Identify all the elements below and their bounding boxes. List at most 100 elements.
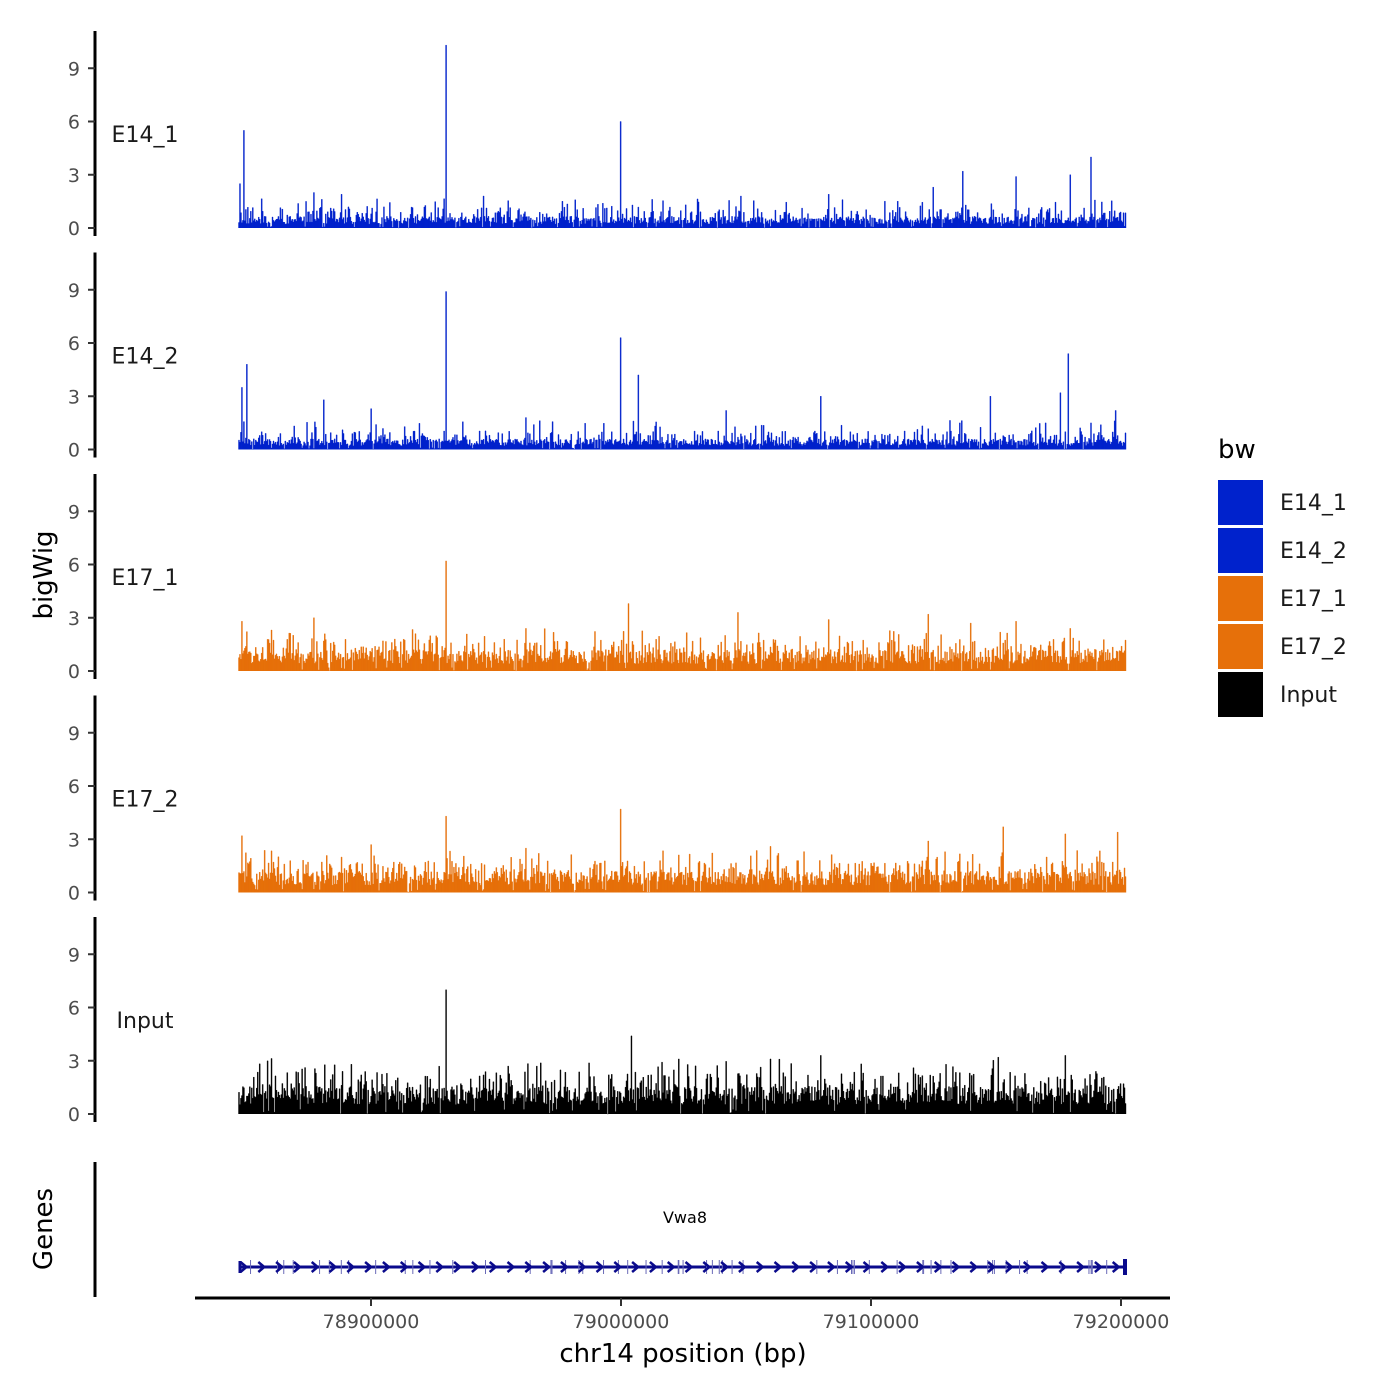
gene-end (1123, 1259, 1127, 1275)
y-tick-label: 0 (68, 1104, 80, 1126)
gene-strand-arrow (577, 1261, 587, 1273)
gene-strand-arrow (738, 1261, 747, 1273)
y-tick-label: 6 (68, 333, 80, 355)
gene-strand-arrow (524, 1261, 534, 1273)
signal-area (238, 989, 1127, 1115)
y-tick-label: 3 (68, 165, 80, 187)
gene-strand-arrow (382, 1261, 391, 1273)
track-e14-1: 0 3 6 9 E14_1 (68, 31, 1127, 240)
gene-strand-arrow (862, 1261, 872, 1273)
gene-strand-arrow (1040, 1261, 1050, 1273)
y-tick-label: 9 (68, 280, 80, 302)
y-tick-label: 3 (68, 608, 80, 630)
y-tick-label: 9 (68, 501, 80, 523)
gene-strand-arrow (755, 1261, 765, 1273)
signal-area (238, 560, 1127, 672)
legend-entries: E14_1 E14_2 E17_1 E17_2 Input (1218, 480, 1347, 717)
gene-strand-arrow (969, 1261, 979, 1273)
gene-strand-arrow (666, 1261, 676, 1273)
gene-strand-arrow (560, 1261, 569, 1273)
y-tick-label: 6 (68, 555, 80, 577)
gene-strand-arrow (613, 1261, 623, 1273)
track-e17-1: 0 3 6 9 E17_1 (68, 474, 1127, 683)
legend-swatch (1218, 672, 1263, 717)
gene-strand-arrow (702, 1261, 712, 1273)
legend-label: E14_1 (1280, 491, 1347, 516)
gene-strand-arrow (880, 1261, 890, 1273)
gene-strand-arrow (257, 1261, 267, 1273)
y-axis-title: bigWig (29, 530, 59, 619)
gene-strand-arrow (684, 1261, 694, 1273)
gene-strand-arrow (791, 1261, 801, 1273)
y-tick-label: 9 (68, 944, 80, 966)
gene-strand-arrow (239, 1261, 249, 1273)
legend: bw E14_1 E14_2 E17_1 E17_2 Input (1218, 435, 1347, 717)
x-tick-label: 79100000 (823, 1311, 920, 1333)
gene-strand-arrow (417, 1261, 427, 1273)
x-tick-label: 78900000 (323, 1311, 420, 1333)
y-tick-label: 0 (68, 440, 80, 462)
gene-label: Vwa8 (663, 1208, 707, 1227)
track-label: Input (117, 1009, 174, 1034)
gene-strand-arrow (1094, 1261, 1103, 1273)
y-tick-label: 9 (68, 58, 80, 80)
y-tick-label: 6 (68, 998, 80, 1020)
signal-area (238, 44, 1127, 229)
gene-strand-arrow (453, 1261, 463, 1273)
gene-strand-arrow (542, 1261, 552, 1273)
gene-strand-arrow (898, 1261, 908, 1273)
track-e17-2: 0 3 6 9 E17_2 (68, 695, 1127, 905)
y-tick-label: 3 (68, 829, 80, 851)
y-tick-label: 0 (68, 661, 80, 683)
legend-label: E17_1 (1280, 587, 1347, 612)
legend-swatch (1218, 480, 1263, 525)
gene-strand-arrow (1005, 1261, 1014, 1273)
legend-swatch (1218, 528, 1263, 573)
gene-strand-arrow (916, 1261, 925, 1273)
legend-title: bw (1218, 435, 1256, 465)
track-label: E14_2 (112, 345, 179, 370)
gene-strand-arrow (933, 1261, 943, 1273)
gene-strand-arrow (1058, 1261, 1068, 1273)
track-e14-2: 0 3 6 9 E14_2 (68, 252, 1127, 462)
x-tick-label: 79000000 (573, 1311, 670, 1333)
y-tick-label: 3 (68, 386, 80, 408)
signal-tracks: 0 3 6 9 E14_1 0 3 6 9 E14_2 0 3 6 9 E17_1 0 3 6 9 E17_2 0 3 6 9… (68, 31, 1127, 1126)
gene-strand-arrow (1076, 1261, 1086, 1273)
gene-strand-arrow (328, 1261, 338, 1273)
gene-strand-arrow (346, 1261, 356, 1273)
legend-swatch (1218, 624, 1263, 669)
y-tick-label: 6 (68, 776, 80, 798)
track-label: E17_1 (112, 566, 179, 591)
y-tick-label: 0 (68, 218, 80, 240)
gene-strand-arrow (399, 1261, 409, 1273)
gene-strand-arrow (1022, 1261, 1032, 1273)
gene-panel: Vwa8 (93, 1162, 1127, 1297)
track-label: E14_1 (112, 123, 179, 148)
signal-area (238, 808, 1127, 893)
y-tick-label: 9 (68, 723, 80, 745)
y-tick-label: 0 (68, 883, 80, 905)
gene-strand-arrow (310, 1261, 320, 1273)
y-tick-label: 6 (68, 112, 80, 134)
gene-strand-arrow (293, 1261, 302, 1273)
x-tick-label: 79200000 (1073, 1311, 1170, 1333)
gene-strand-arrow (631, 1261, 641, 1273)
gene-model (238, 1259, 1127, 1275)
y-tick-label: 3 (68, 1051, 80, 1073)
track-label: E17_2 (112, 788, 179, 813)
legend-swatch (1218, 576, 1263, 621)
gene-strand-arrow (275, 1261, 285, 1273)
gene-strand-arrow (1111, 1261, 1121, 1273)
legend-label: Input (1280, 683, 1337, 708)
gene-strand-arrow (773, 1261, 783, 1273)
x-axis-title: chr14 position (bp) (559, 1339, 806, 1369)
gene-strand-arrow (720, 1261, 730, 1273)
gene-strand-arrow (471, 1261, 480, 1273)
x-ticks: 78900000 79000000 79100000 79200000 (323, 1298, 1170, 1333)
gene-strand-arrow (435, 1261, 445, 1273)
gene-strand-arrow (506, 1261, 516, 1273)
gene-start (238, 1261, 242, 1273)
gene-strand-arrow (595, 1261, 605, 1273)
